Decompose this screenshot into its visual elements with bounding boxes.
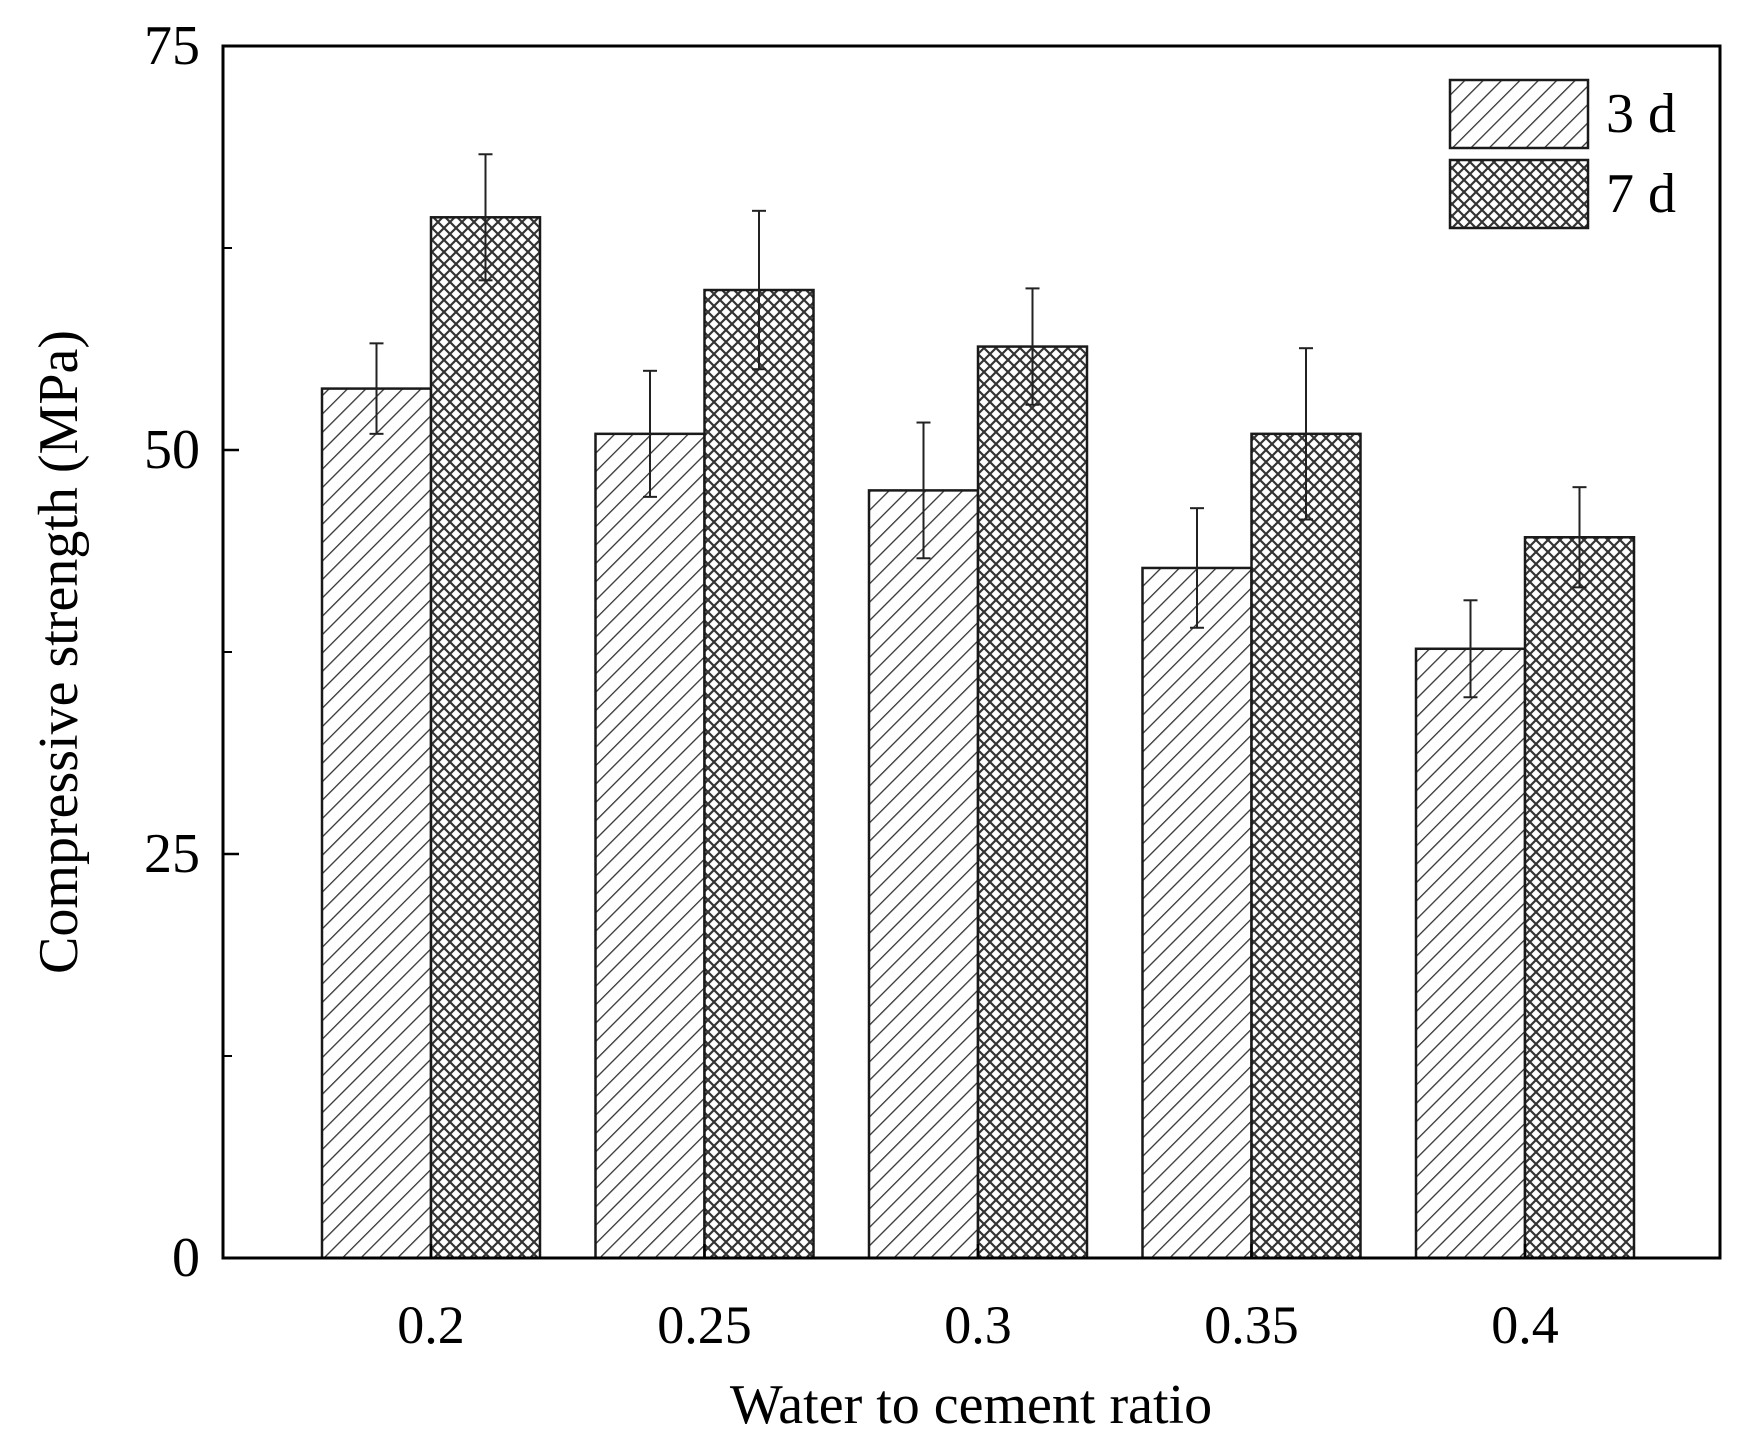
bar-3d-0.25 — [594, 432, 706, 1260]
y-tick-label: 25 — [144, 823, 200, 885]
y-tick-label: 75 — [144, 15, 200, 77]
bar-7d-0.35 — [1250, 432, 1362, 1260]
error-bar-3d-0.2 — [369, 342, 384, 435]
x-tick-label: 0.3 — [944, 1295, 1012, 1355]
x-axis-ticks: 0.2 0.25 0.3 0.35 0.4 — [397, 1244, 1559, 1355]
error-bar-3d-0.35 — [1190, 507, 1204, 629]
bar-7d-0.3 — [976, 345, 1089, 1260]
error-bars-layer — [369, 153, 1587, 699]
legend-swatch-3d — [1448, 78, 1590, 150]
y-axis-ticks: 0 25 50 75 — [144, 15, 239, 1289]
legend-swatch-7d — [1448, 158, 1590, 230]
x-axis-label: Water to cement ratio — [730, 1374, 1212, 1436]
bars-layer — [320, 216, 1636, 1260]
error-bar-3d-0.3 — [916, 421, 931, 560]
bar-3d-0.4 — [1414, 647, 1527, 1260]
x-tick-label: 0.35 — [1204, 1295, 1299, 1355]
y-tick-label: 50 — [144, 419, 200, 481]
legend-label: 3 d — [1606, 83, 1676, 145]
error-bar-7d-0.3 — [1025, 287, 1040, 406]
bar-3d-0.3 — [867, 489, 980, 1260]
error-bar-3d-0.4 — [1463, 599, 1478, 699]
bar-7d-0.25 — [703, 288, 815, 1260]
error-bar-3d-0.25 — [643, 369, 657, 498]
error-bar-7d-0.4 — [1572, 486, 1587, 589]
bar-7d-0.2 — [429, 216, 542, 1260]
bar-7d-0.4 — [1523, 536, 1636, 1260]
x-tick-label: 0.25 — [657, 1295, 752, 1355]
x-tick-label: 0.4 — [1491, 1295, 1559, 1355]
error-bar-7d-0.2 — [478, 153, 493, 282]
y-tick-label: 0 — [172, 1227, 200, 1289]
y-axis-label: Compressive strength (MPa) — [28, 330, 90, 974]
legend-label: 7 d — [1606, 163, 1676, 225]
error-bar-7d-0.35 — [1299, 347, 1313, 521]
bar-3d-0.2 — [320, 387, 433, 1260]
x-tick-label: 0.2 — [397, 1295, 465, 1355]
error-bar-7d-0.25 — [752, 209, 766, 371]
bar-3d-0.35 — [1141, 566, 1253, 1260]
legend: 3 d7 d — [1448, 78, 1676, 230]
